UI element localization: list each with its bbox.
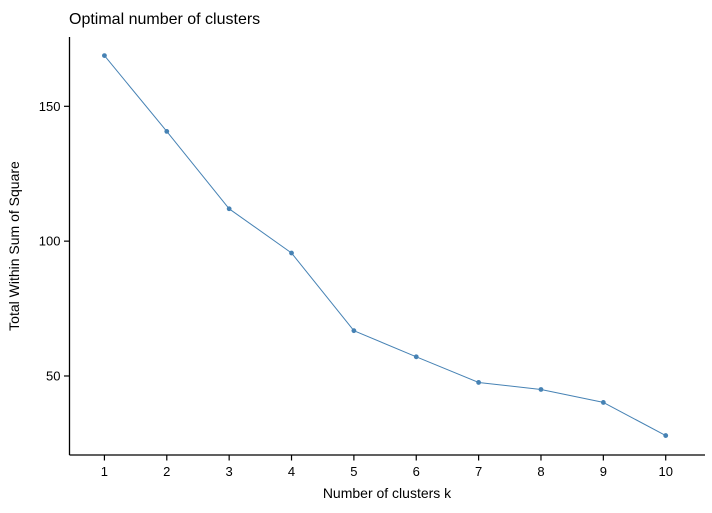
data-point bbox=[663, 433, 669, 438]
x-tick-label: 6 bbox=[413, 464, 420, 479]
x-tick-label: 2 bbox=[163, 464, 170, 479]
x-tick-label: 7 bbox=[475, 464, 482, 479]
x-tick-label: 5 bbox=[350, 464, 357, 479]
x-tick-label: 8 bbox=[537, 464, 544, 479]
x-tick-label: 4 bbox=[288, 464, 295, 479]
data-point bbox=[600, 400, 606, 405]
data-point bbox=[226, 206, 232, 212]
data-point bbox=[164, 128, 170, 134]
data-point bbox=[289, 250, 294, 256]
x-tick-label: 1 bbox=[101, 464, 108, 479]
y-tick-label: 50 bbox=[46, 368, 60, 383]
data-point bbox=[476, 380, 482, 385]
x-tick-label: 9 bbox=[600, 464, 607, 479]
data-point bbox=[351, 328, 357, 334]
chart-title: Optimal number of clusters bbox=[69, 11, 260, 28]
wss-line bbox=[104, 55, 666, 437]
y-axis-label: Total Within Sum of Square bbox=[6, 161, 22, 331]
data-point bbox=[538, 387, 544, 392]
y-tick-label: 150 bbox=[39, 99, 61, 114]
data-point bbox=[413, 354, 419, 360]
y-tick-label: 100 bbox=[39, 234, 61, 249]
x-tick-label: 10 bbox=[658, 464, 672, 479]
x-axis-label: Number of clusters k bbox=[323, 485, 452, 501]
plot-area: 1 2 3 4 5 6 7 8 9 10 50 100 150 bbox=[39, 37, 705, 479]
x-tick-label: 3 bbox=[226, 464, 233, 479]
data-point bbox=[102, 53, 107, 59]
